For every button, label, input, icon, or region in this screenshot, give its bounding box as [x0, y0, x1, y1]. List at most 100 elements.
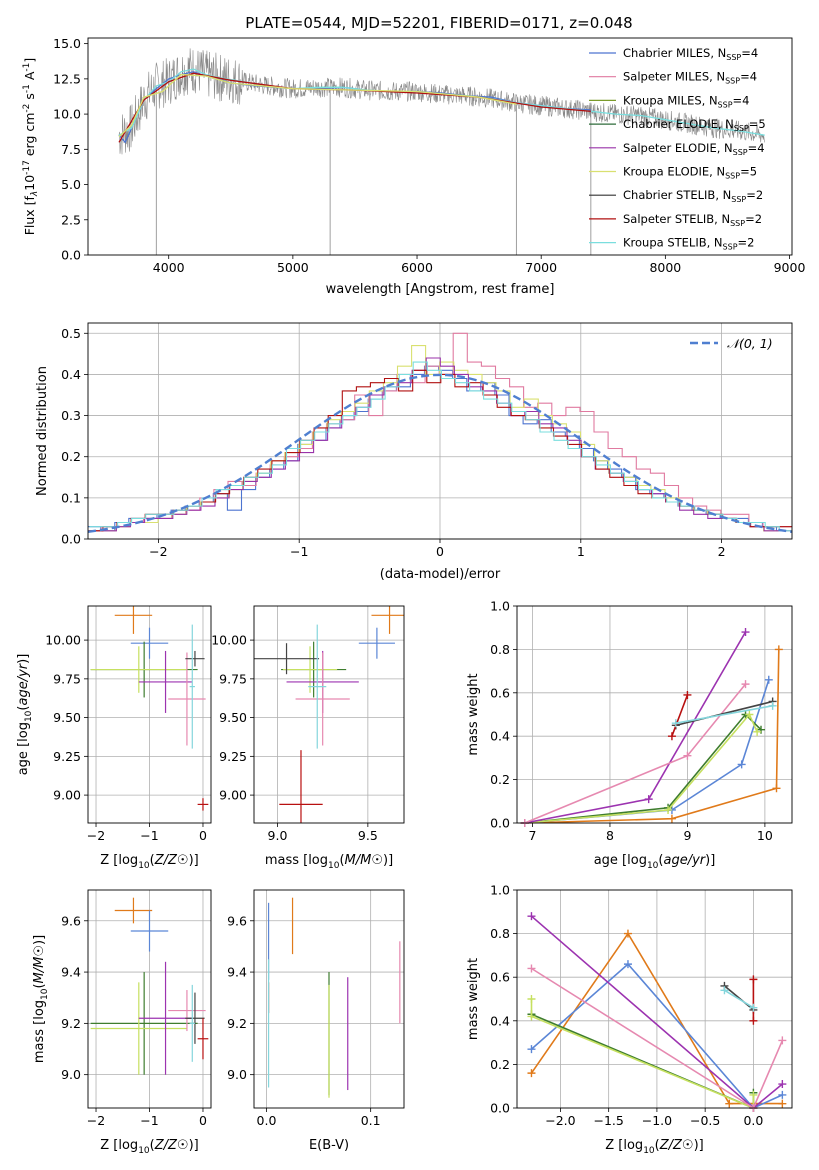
y-tick-label: 9.4 — [227, 965, 247, 980]
model-line — [118, 73, 517, 138]
y-tick-label: 1.0 — [490, 599, 510, 614]
point-marker — [749, 1003, 758, 1012]
point-marker — [749, 1090, 758, 1099]
y-tick-label: 0.0 — [61, 532, 81, 547]
label-part: 10 — [40, 988, 50, 1000]
figure-title: PLATE=0544, MJD=52201, FIBERID=0171, z=0… — [245, 14, 632, 32]
x-tick-label: 10 — [757, 828, 773, 843]
label-part: mass [log — [265, 853, 328, 868]
y-tick-label: 0.0 — [490, 1101, 510, 1116]
y-tick-label: 0.0 — [61, 248, 81, 263]
y-tick-label: 0.3 — [61, 408, 81, 423]
point-marker — [527, 964, 536, 973]
x-axis-label: (data-model)/error — [380, 567, 501, 582]
label-part: 10 — [643, 1146, 655, 1156]
x-tick-label: 0 — [436, 544, 444, 559]
label-part: )] — [705, 853, 715, 868]
label-part: mass [log — [32, 1000, 47, 1063]
y-label-part: erg cm — [22, 113, 37, 161]
point-marker — [623, 960, 632, 969]
y-label-part: -2 — [22, 104, 32, 113]
x-tick-label: 9000 — [774, 260, 806, 275]
legend-sub: SSP — [725, 172, 740, 181]
x-tick-label: −2 — [87, 1113, 105, 1128]
axes-frame — [87, 889, 212, 1109]
point-marker — [737, 760, 746, 769]
axes-frame — [253, 605, 405, 824]
legend-text: Kroupa ELODIE, N — [623, 165, 725, 179]
label-part: )] — [189, 853, 199, 868]
hist-step — [88, 357, 792, 532]
y-tick-label: 0.1 — [61, 490, 81, 505]
y-axis-label: age [log10(age/yr)] — [16, 654, 34, 776]
label-part: Z/Z☉ — [154, 853, 189, 868]
x-tick-label: −1 — [140, 1113, 158, 1128]
y-tick-label: 10.00 — [45, 633, 81, 648]
label-part: M/M☉ — [345, 853, 383, 868]
legend-sub: SSP — [718, 100, 733, 109]
label-part: Z [log — [100, 853, 138, 868]
errorbars — [267, 897, 401, 1098]
series-line — [524, 649, 780, 824]
x-tick-label: 7000 — [525, 260, 557, 275]
point-marker — [774, 645, 783, 654]
x-tick-label: −2 — [149, 544, 167, 559]
y-tick-label: 9.2 — [227, 1016, 247, 1031]
x-tick-label: 0 — [199, 828, 207, 843]
y-tick-label: 0.4 — [61, 367, 81, 382]
chart-residuals: −2 −1 0 1 2 0.0 0.1 0.2 0.3 0.4 0.5 𝒩(0, 1) (data-mo… — [35, 322, 793, 582]
y-tick-label: 9.75 — [219, 671, 247, 686]
point-marker — [778, 1090, 787, 1099]
point-marker — [671, 719, 680, 728]
point-marker — [772, 784, 781, 793]
x-tick-label: −1.5 — [593, 1113, 623, 1128]
y-tick-label: 12.5 — [53, 71, 81, 86]
legend-tail: =5 — [749, 117, 766, 131]
x-tick-label: −2 — [87, 828, 105, 843]
y-tick-label: 0.2 — [61, 449, 81, 464]
point-marker — [623, 929, 632, 938]
y-label-part: Flux [f — [22, 195, 37, 235]
y-tick-label: 9.50 — [53, 710, 81, 725]
label-part: age/yr — [16, 662, 31, 705]
y-axis-label: mass weight — [466, 958, 481, 1040]
model-line — [118, 72, 591, 143]
x-axis-label: age [log10(age/yr)] — [594, 853, 716, 871]
legend-label: Salpeter ELODIE, NSSP=4 — [623, 141, 765, 157]
y-label-part: ] — [22, 58, 37, 63]
label-part: ( — [655, 1138, 660, 1153]
legend-text: Salpeter STELIB, N — [623, 212, 730, 226]
y-tick-label: 9.2 — [61, 1016, 81, 1031]
y-tick-label: 0.4 — [490, 729, 510, 744]
label-part: 10 — [138, 861, 150, 871]
label-part: 10 — [24, 710, 34, 722]
label-part: ( — [150, 1138, 155, 1153]
y-tick-label: 9.25 — [219, 749, 247, 764]
label-part: age [log — [594, 853, 647, 868]
label-part: 10 — [138, 1146, 150, 1156]
legend-label: Kroupa STELIB, NSSP=2 — [623, 236, 754, 252]
label-part: ( — [658, 853, 663, 868]
y-tick-label: 0.8 — [490, 642, 510, 657]
label-part: )] — [694, 1138, 704, 1153]
point-marker — [683, 690, 692, 699]
y-label-part: A — [22, 71, 37, 84]
y-tick-label: 15.0 — [53, 36, 81, 51]
legend-sub: SSP — [734, 124, 749, 133]
legend-tail: =2 — [745, 212, 762, 226]
x-tick-label: −1.0 — [642, 1113, 672, 1128]
legend-label: Chabrier STELIB, NSSP=2 — [623, 188, 763, 204]
label-part: ( — [16, 706, 31, 711]
label-part: M/M☉ — [32, 945, 47, 983]
y-tick-label: 9.00 — [219, 788, 247, 803]
legend-label: Salpeter STELIB, NSSP=2 — [623, 212, 762, 228]
point-marker — [741, 628, 750, 637]
point-marker — [527, 995, 536, 1003]
x-tick-label: −2.0 — [545, 1113, 575, 1128]
series-line — [524, 713, 762, 824]
x-tick-label: −1 — [140, 828, 158, 843]
point-marker — [725, 1099, 734, 1108]
legend-text: Chabrier STELIB, N — [623, 188, 731, 202]
y-tick-label: 0.5 — [61, 326, 81, 341]
